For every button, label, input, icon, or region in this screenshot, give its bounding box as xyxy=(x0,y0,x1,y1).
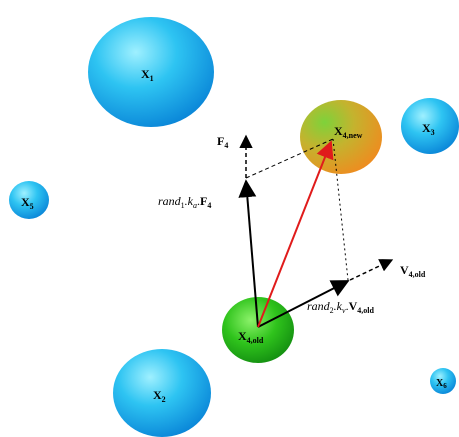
f4-label: F4 xyxy=(217,134,228,150)
node-x3-label: X3 xyxy=(422,121,435,137)
rand1-label: rand1.ka.F4 xyxy=(158,194,211,210)
node-x2-sphere xyxy=(113,349,211,437)
node-x6-sphere xyxy=(430,368,456,394)
dashed-parallel-right xyxy=(332,138,349,281)
rand2-label: rand2.kv.V4,old xyxy=(307,299,374,315)
node-x6-label: X6 xyxy=(436,378,447,390)
node-x2-label: X2 xyxy=(153,388,166,404)
node-x4-old-sphere xyxy=(222,297,294,363)
node-x3: X3 xyxy=(401,98,459,154)
node-x5-label: X5 xyxy=(21,195,34,211)
node-x4-old xyxy=(222,297,294,363)
node-x1-sphere xyxy=(88,17,214,127)
node-x4-new-label: X4,new xyxy=(334,124,363,140)
rand1-f4-vector xyxy=(238,179,259,328)
node-x4-old-label: X4,old xyxy=(238,329,264,345)
node-x5: X5 xyxy=(9,181,49,219)
node-x1-label: X1 xyxy=(141,67,154,83)
resultant-vector xyxy=(257,140,334,328)
node-x2: X2 xyxy=(113,349,211,437)
v4old-label: V4,old xyxy=(400,263,426,279)
node-x1: X1 xyxy=(88,17,214,127)
node-x3-sphere xyxy=(401,98,459,154)
node-x6: X6 xyxy=(430,368,456,394)
rand2-v4old-vector xyxy=(257,280,350,328)
v4old-arrow xyxy=(349,259,394,281)
node-x5-sphere xyxy=(9,181,49,219)
